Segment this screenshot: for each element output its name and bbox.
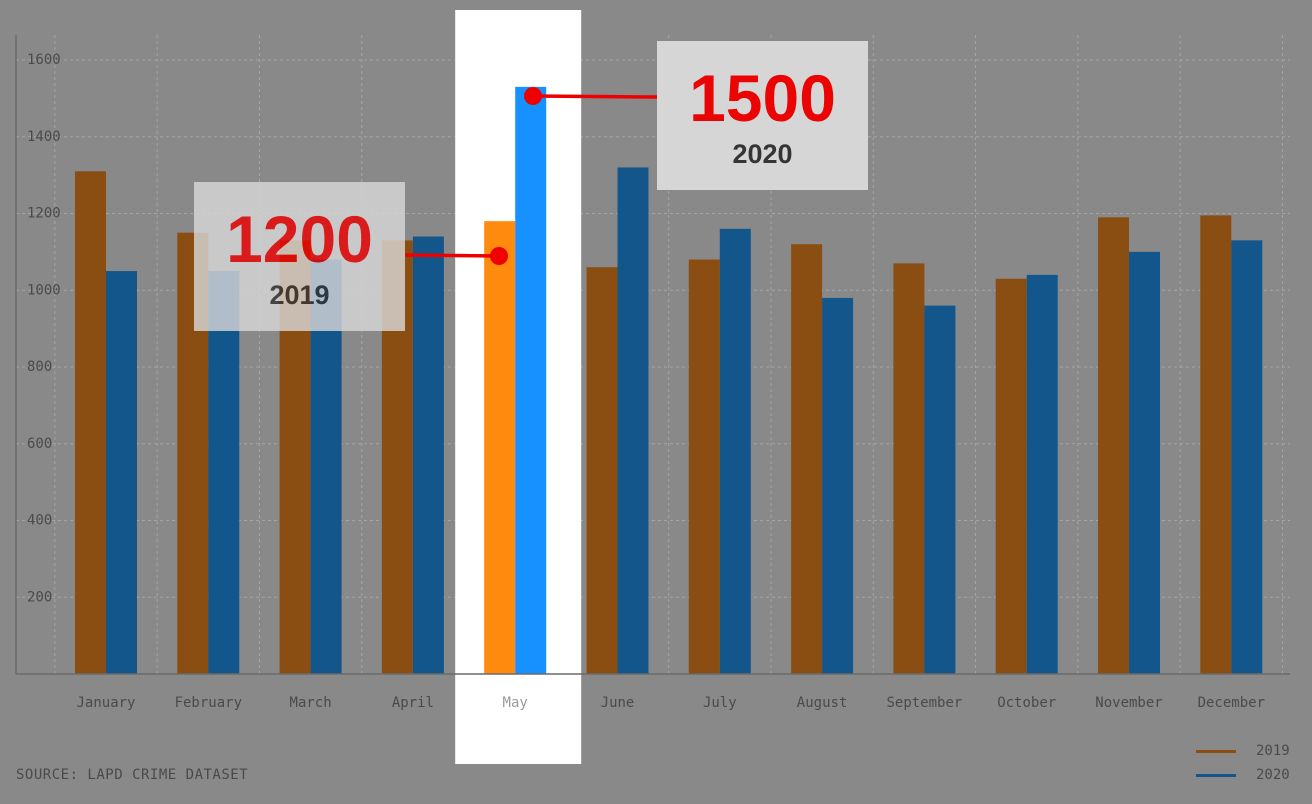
legend-label-2019: 2019 bbox=[1256, 743, 1290, 759]
y-tick-label: 1600 bbox=[27, 52, 61, 68]
bar-2020-june bbox=[617, 167, 649, 674]
marker-2019 bbox=[490, 247, 508, 265]
bar-2020-november bbox=[1129, 251, 1160, 674]
y-tick-label: 1200 bbox=[27, 206, 61, 222]
marker-2020 bbox=[524, 87, 542, 105]
callout-2020-year: 2020 bbox=[732, 139, 793, 169]
y-tick-label: 200 bbox=[27, 589, 52, 605]
x-tick-label: December bbox=[1198, 695, 1265, 711]
bar-2019-january bbox=[75, 171, 106, 674]
bar-2020-april bbox=[412, 236, 444, 674]
callout-2019: 1200 2019 bbox=[194, 182, 405, 331]
bar-2019-december bbox=[1200, 215, 1232, 674]
y-tick-label: 1000 bbox=[27, 282, 61, 298]
connector-2020 bbox=[532, 94, 658, 99]
legend-swatch-2019 bbox=[1196, 749, 1236, 753]
x-tick-label: May bbox=[503, 695, 528, 711]
x-tick-label: September bbox=[886, 695, 962, 711]
x-tick-label: November bbox=[1095, 695, 1162, 711]
bars bbox=[75, 86, 1263, 675]
bar-2020-february bbox=[208, 271, 240, 674]
bar-2020-january bbox=[106, 271, 137, 674]
source-note: SOURCE: LAPD CRIME DATASET bbox=[16, 767, 249, 783]
bar-2019-october bbox=[995, 278, 1027, 674]
bar-2019-june bbox=[586, 267, 618, 674]
connector-2019 bbox=[404, 253, 500, 258]
x-tick-label: July bbox=[703, 695, 737, 711]
legend-swatch-2020 bbox=[1196, 773, 1236, 777]
x-tick-label: March bbox=[290, 695, 332, 711]
x-tick-label: August bbox=[797, 695, 848, 711]
x-tick-label: April bbox=[392, 695, 434, 711]
legend-label-2020: 2020 bbox=[1256, 767, 1290, 783]
bar-2020-september bbox=[924, 305, 956, 674]
bar-2020-december bbox=[1231, 240, 1263, 675]
x-tick-labels: January February March April May June July Augu… bbox=[76, 695, 1265, 711]
bar-2020-august bbox=[822, 297, 854, 674]
bar-2019-september bbox=[893, 263, 925, 674]
axes bbox=[15, 35, 1290, 675]
callout-2020: 1500 2020 bbox=[657, 41, 868, 190]
x-tick-label: January bbox=[76, 695, 135, 711]
y-tick-label: 1400 bbox=[27, 129, 61, 145]
bar-2020-may bbox=[515, 86, 547, 675]
y-tick-label: 800 bbox=[27, 359, 52, 375]
x-tick-label: June bbox=[601, 695, 635, 711]
y-tick-label: 400 bbox=[27, 513, 52, 529]
bar-2019-july bbox=[688, 259, 720, 674]
bar-2020-july bbox=[719, 228, 751, 674]
bar-2019-august bbox=[791, 244, 823, 674]
x-tick-label: February bbox=[175, 695, 242, 711]
legend-item-2020: 2020 bbox=[1196, 767, 1290, 783]
callout-2019-value: 1200 bbox=[226, 202, 373, 276]
y-tick-labels: 200 400 600 800 1000 1200 1400 1600 bbox=[27, 52, 61, 605]
callout-2020-value: 1500 bbox=[689, 61, 836, 135]
callout-2019-year: 2019 bbox=[269, 280, 330, 310]
bar-2019-november bbox=[1098, 217, 1129, 674]
x-tick-label: October bbox=[997, 695, 1056, 711]
legend-item-2019: 2019 bbox=[1196, 743, 1290, 759]
y-tick-label: 600 bbox=[27, 436, 52, 452]
callout-connectors bbox=[404, 87, 658, 265]
bar-2019-may bbox=[484, 221, 516, 675]
bar-2020-october bbox=[1026, 274, 1058, 674]
